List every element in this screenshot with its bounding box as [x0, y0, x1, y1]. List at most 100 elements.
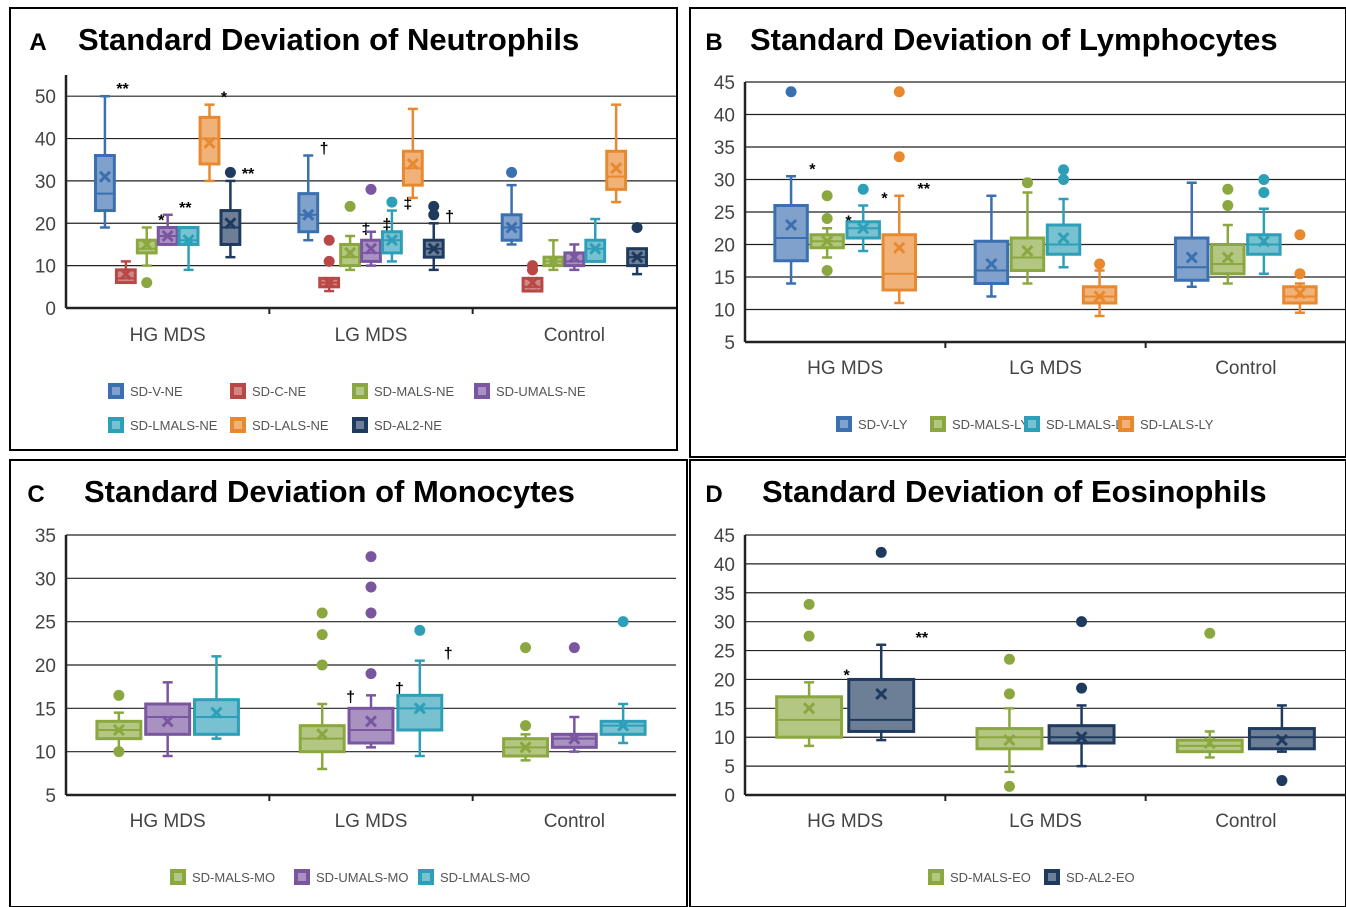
y-tick-label: 25: [714, 203, 735, 224]
mean-marker: [1203, 736, 1216, 750]
outlier-point: [428, 209, 440, 221]
box-sd-lals-ne-lg-mds: [401, 107, 424, 200]
box-sd-mals-ly-control: [1210, 183, 1246, 285]
box-sd-lmals-mo-lg-mds: †: [396, 624, 453, 758]
box-sd-lals-ne-hg-mds: *: [198, 90, 228, 183]
outlier-point: [1076, 682, 1088, 694]
significance-mark: *: [809, 161, 816, 178]
box-sd-lmals-ly-hg-mds: *: [845, 183, 888, 253]
significance-mark: **: [916, 630, 929, 647]
box-sd-mals-ne-hg-mds: *: [135, 213, 165, 289]
outlier-point: [857, 183, 869, 195]
box-iqr: [973, 239, 1010, 285]
panel-frame: [9, 7, 678, 451]
mean-marker: [119, 268, 132, 281]
mean-marker: [875, 687, 888, 700]
outlier-point: [428, 200, 440, 212]
significance-mark: *: [221, 90, 228, 107]
y-tick-label: 40: [35, 130, 56, 151]
outlier-point: [803, 598, 815, 610]
outlier-point: [141, 277, 153, 289]
legend-swatch-inner: [234, 387, 242, 395]
chart-title: Standard Deviation of Lymphocytes: [750, 22, 1278, 57]
y-tick-label: 35: [714, 138, 735, 159]
y-tick-label: 0: [45, 299, 56, 320]
outlier-point: [785, 86, 797, 98]
chart-panel-d: D Standard Deviation of Eosinophils 0 5 10 15…: [689, 459, 1346, 907]
box-iqr: [881, 233, 917, 292]
legend-swatch-inner: [112, 387, 120, 395]
y-tick-label: 40: [714, 555, 735, 576]
legend-label: SD-C-NE: [252, 384, 306, 399]
y-tick-label: 45: [714, 73, 735, 94]
legend-label: SD-MALS-EO: [950, 870, 1031, 885]
box-iqr: [347, 706, 395, 745]
outlier-point: [365, 581, 377, 593]
y-tick-label: 10: [35, 257, 56, 278]
box-sd-al2-ne-control: [626, 222, 648, 276]
box-sd-lmals-ne-lg-mds: ‡: [381, 196, 412, 263]
legend-label: SD-AL2-EO: [1066, 870, 1135, 885]
significance-mark: **: [179, 200, 192, 217]
outlier-point: [875, 546, 887, 558]
box-sd-umals-mo-hg-mds: [144, 681, 192, 758]
chart-panel-c: C Standard Deviation of Monocytes 5 10 15 20 2…: [9, 459, 688, 907]
box-iqr: [1009, 236, 1046, 272]
chart-title: Standard Deviation of Neutrophils: [78, 22, 579, 57]
box-sd-mals-eo-control: [1175, 627, 1244, 759]
y-tick-label: 15: [35, 699, 56, 720]
box-sd-mals-mo-lg-mds: †: [298, 607, 355, 771]
legend-swatch-inner: [840, 420, 848, 428]
legend-label: SD-MALS-MO: [192, 870, 275, 885]
y-tick-label: 15: [714, 268, 735, 289]
y-tick-label: 45: [714, 526, 735, 547]
outlier-point: [821, 213, 833, 224]
box-sd-al2-ne-lg-mds: †: [422, 200, 454, 272]
box-sd-umals-mo-lg-mds: †: [347, 551, 404, 749]
panel-letter: D: [705, 481, 722, 508]
box-iqr: [775, 695, 844, 739]
box-iqr: [847, 677, 916, 733]
legend-swatch-inner: [174, 873, 182, 881]
y-tick-label: 30: [35, 569, 56, 590]
panel-frame: [689, 7, 1346, 458]
box-sd-mals-eo-hg-mds: *: [775, 598, 851, 748]
box-sd-al2-eo-hg-mds: **: [847, 546, 929, 742]
outlier-point: [224, 166, 236, 178]
box-sd-v-ne-hg-mds: **: [94, 81, 130, 229]
box-sd-lmals-ne-hg-mds: [177, 226, 200, 272]
mean-marker: [568, 732, 581, 745]
legend-label: SD-LMALS-MO: [440, 870, 530, 885]
mean-marker: [364, 242, 378, 255]
box-sd-mals-eo-lg-mds: [975, 653, 1044, 792]
legend-swatch-inner: [478, 387, 486, 395]
outlier-point: [365, 668, 377, 680]
mean-marker: [505, 221, 518, 234]
mean-marker: [631, 251, 644, 264]
outlier-point: [520, 642, 532, 654]
outlier-point: [365, 607, 377, 619]
mean-marker: [413, 702, 426, 715]
outlier-point: [520, 720, 532, 732]
panel-letter: C: [27, 481, 44, 508]
box-iqr: [94, 153, 116, 213]
legend-label: SD-LMALS-LY: [1046, 417, 1131, 432]
y-tick-label: 25: [35, 613, 56, 634]
box-iqr: [773, 204, 809, 263]
box-iqr: [396, 693, 444, 732]
box-sd-umals-mo-control: [550, 642, 598, 753]
legend-label: SD-LMALS-NE: [130, 418, 218, 433]
mean-marker: [161, 229, 174, 243]
box-sd-umals-ne-lg-mds: ‡: [360, 183, 391, 267]
y-tick-label: 10: [35, 743, 56, 764]
chart-panel-a: A Standard Deviation of Neutrophils 0 10 20 3…: [9, 7, 678, 451]
box-sd-mals-ly-lg-mds: [1009, 177, 1046, 285]
category-label: LG MDS: [1009, 811, 1082, 832]
outlier-point: [1058, 164, 1070, 176]
outlier-point: [1258, 187, 1270, 198]
box-sd-v-ly-control: [1174, 181, 1210, 288]
outlier-point: [893, 86, 905, 98]
y-tick-label: 20: [714, 236, 735, 257]
category-label: Control: [1215, 358, 1276, 379]
legend-swatch-inner: [1048, 873, 1056, 881]
